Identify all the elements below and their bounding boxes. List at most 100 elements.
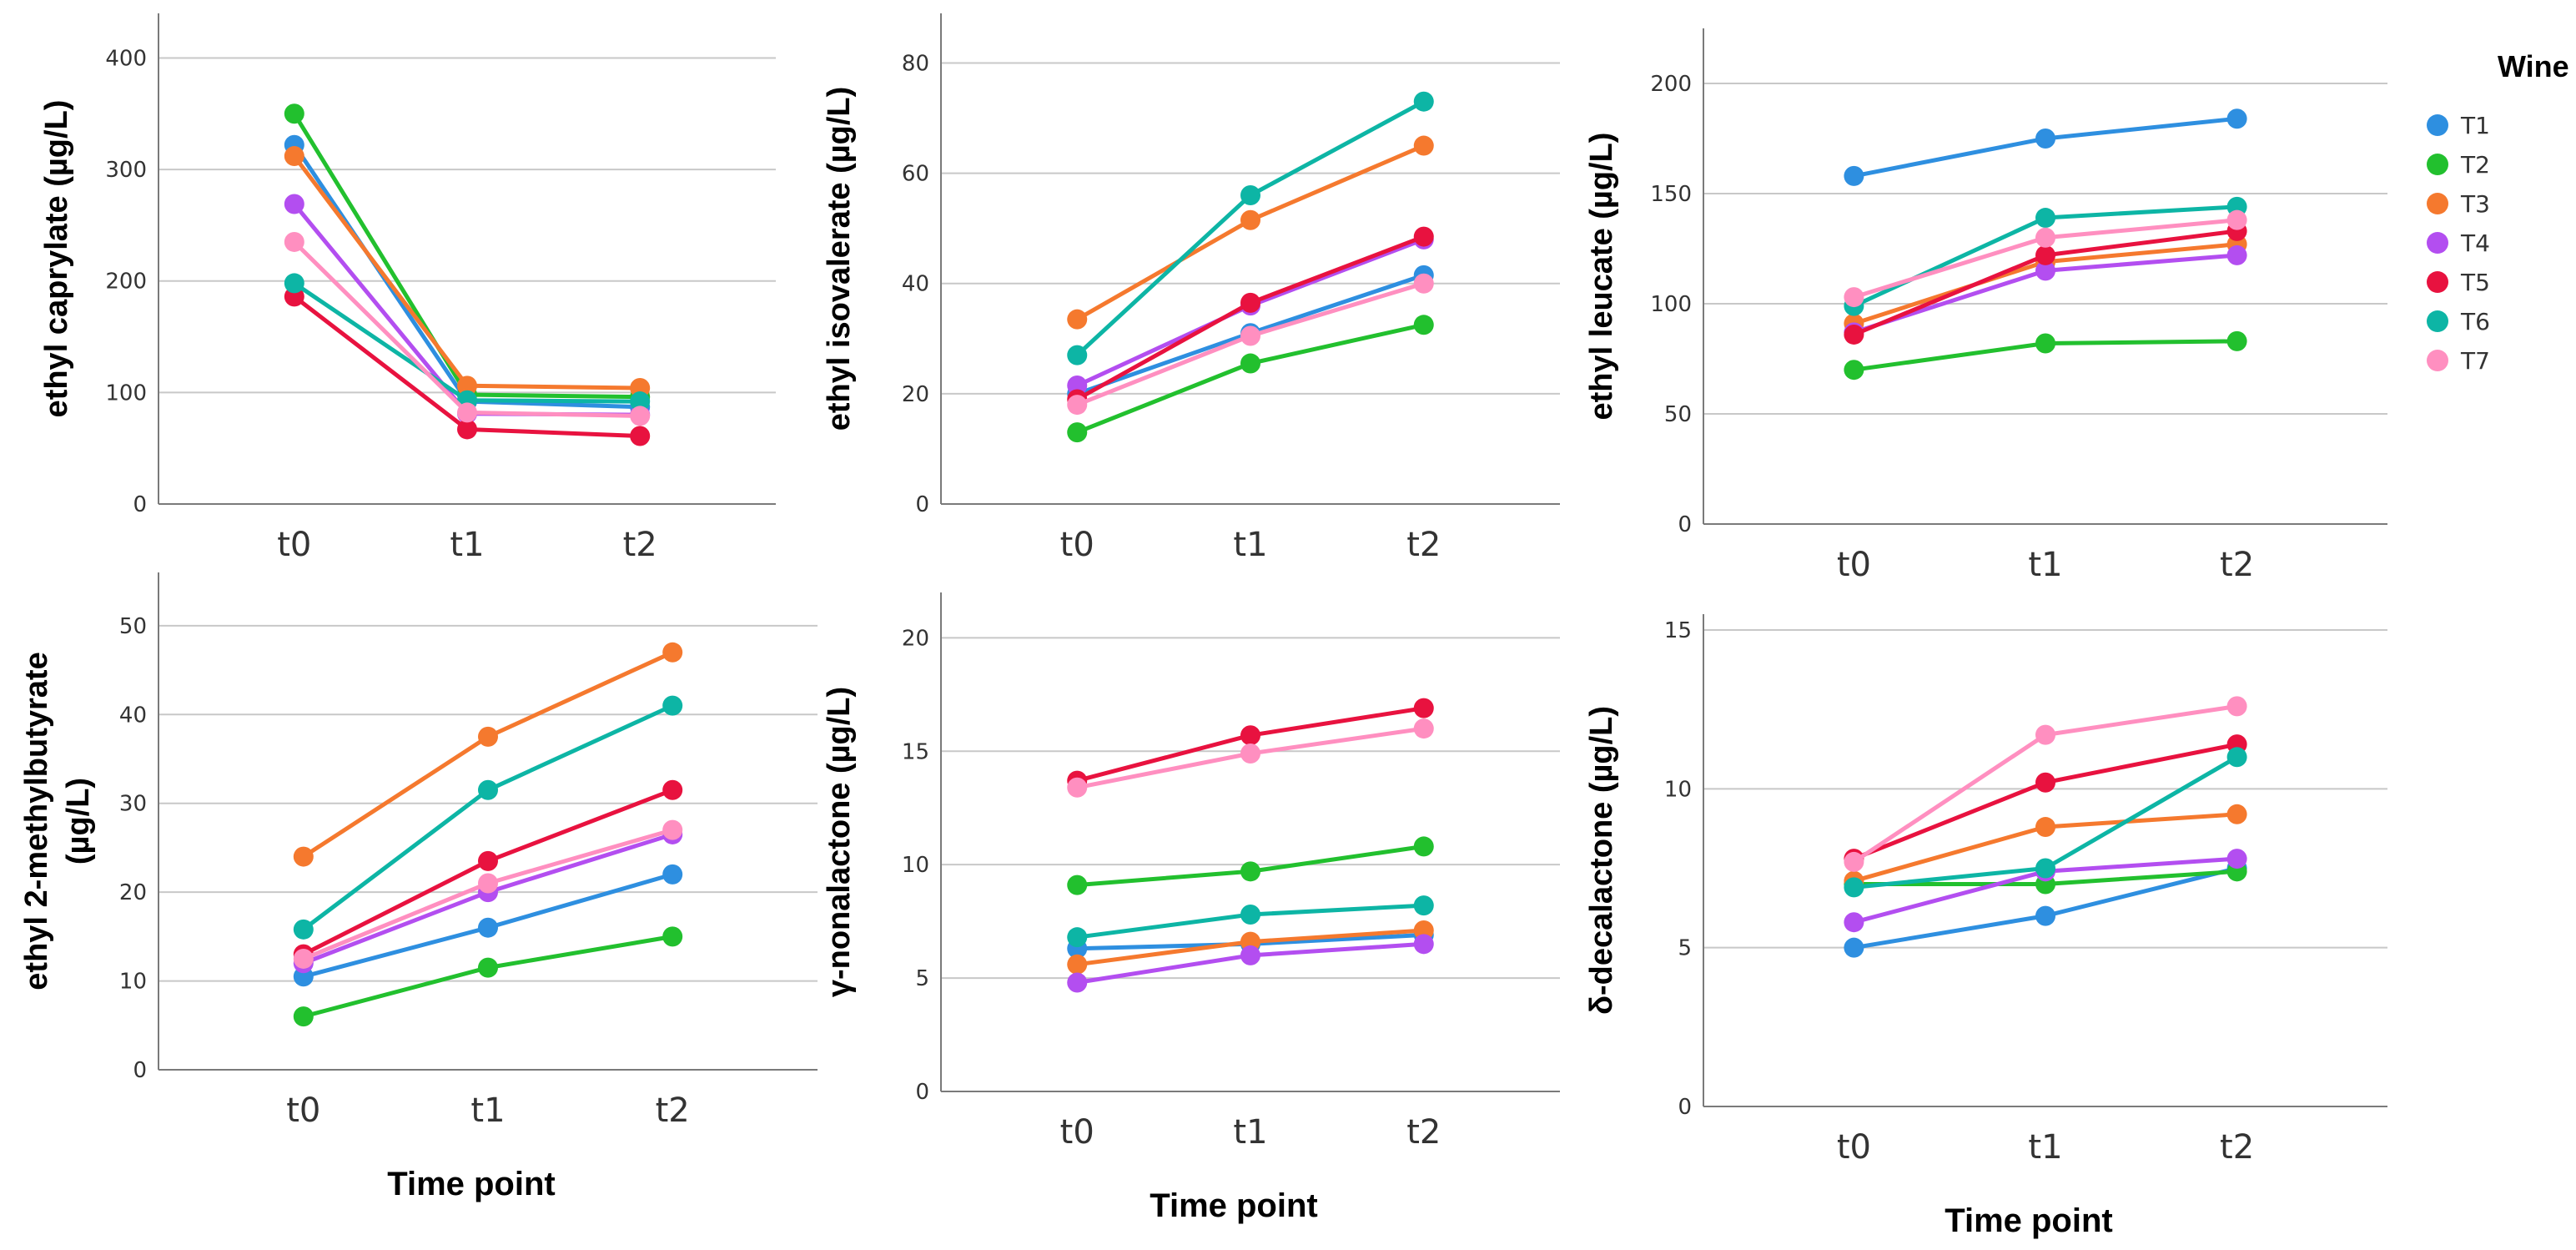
data-point-t5-t2 [662,779,683,800]
data-point-t7-t0 [293,948,314,969]
x-axis-label: Time point [1945,1202,2112,1239]
y-axis-label: ethyl 2-methylbutyrate (µg/L) [19,652,96,990]
data-point-t4-t2 [2226,849,2247,869]
data-point-t1-t2 [2226,108,2247,129]
data-point-t4-t0 [1067,972,1088,993]
data-point-t6-t0 [1844,877,1864,898]
y-tick-label: 200 [105,270,147,295]
data-point-t7-t2 [630,406,651,426]
data-point-t2-t2 [1413,836,1434,857]
legend-marker-t4 [2427,232,2448,254]
x-tick-label-t2: t2 [2220,546,2254,584]
data-point-t4-t0 [1067,375,1088,396]
data-point-t2-t2 [662,926,683,947]
legend-marker-t6 [2427,310,2448,332]
legend-marker-t3 [2427,193,2448,214]
data-point-t7-t1 [1240,743,1260,764]
y-tick-label: 20 [902,626,929,651]
data-point-t5-t0 [1844,324,1864,345]
legend-marker-t7 [2427,350,2448,371]
data-point-t6-t2 [1413,91,1434,112]
data-point-t4-t2 [2226,244,2247,265]
data-point-t1-t1 [478,917,498,938]
legend-marker-t1 [2427,114,2448,136]
x-tick-label-t0: t0 [286,1091,320,1130]
y-tick-label: 5 [915,966,929,991]
data-point-t6-t0 [284,273,304,294]
y-tick-label: 40 [902,272,929,297]
data-point-t4-t1 [2035,260,2055,281]
data-point-t5-t2 [630,426,651,446]
data-point-t3-t0 [293,846,314,867]
data-point-t2-t1 [1240,353,1260,374]
data-point-t7-t1 [2035,227,2055,248]
data-point-t7-t2 [662,819,683,840]
data-point-t1-t0 [1844,165,1864,186]
data-point-t3-t1 [1240,209,1260,230]
y-tick-label: 0 [133,492,147,517]
data-point-t6-t1 [2035,858,2055,879]
series-line-t5 [1853,742,2238,861]
legend-label-t4: T4 [2460,229,2490,257]
y-tick-label: 0 [915,492,929,517]
data-point-t6-t1 [2035,208,2055,229]
data-point-t5-t1 [478,850,498,871]
y-axis-label: γ-nonalactone (µg/L) [822,687,857,997]
x-tick-label-t1: t1 [1233,526,1267,564]
legend-label-t5: T5 [2460,269,2490,296]
chart-panel-3: 0 50 100 150 200 t0 t1 t2 ethyl leucate (µg/L) [1584,28,2387,584]
chart-panel-2: 0 20 40 60 80 t0 t1 t2 ethyl isovalerate (µg/L) [822,13,1560,564]
data-point-t7-t1 [1240,325,1260,346]
data-point-t1-t0 [1844,937,1864,958]
y-axis-label: δ-decalactone (µg/L) [1584,706,1619,1015]
x-tick-label-t1: t1 [1233,1113,1267,1152]
x-tick-label-t2: t2 [623,526,657,564]
y-tick-label: 50 [1664,402,1692,427]
data-point-t3-t2 [1413,135,1434,156]
data-point-t7-t1 [457,402,477,423]
data-point-t5-t2 [1413,698,1434,718]
data-point-t2-t2 [2226,330,2247,351]
legend-label-t2: T2 [2460,151,2490,179]
x-tick-label-t0: t0 [1837,546,1871,584]
y-tick-label: 0 [133,1058,147,1083]
data-point-t3-t0 [1067,309,1088,330]
x-tick-label-t2: t2 [1406,1113,1441,1152]
data-point-t3-t1 [478,726,498,747]
x-axis-label: Time point [1150,1187,1317,1224]
series-line-t1 [292,144,641,410]
legend-title: Wine [2498,49,2569,83]
data-point-t3-t0 [1067,954,1088,975]
chart-panel-1: 0 100 200 300 400 t0 t1 t2 ethyl caprylate (µg/L… [39,13,776,564]
y-tick-label: 0 [915,1080,929,1105]
legend-label-t6: T6 [2460,308,2490,335]
x-tick-label-t2: t2 [1406,526,1441,564]
x-axis-label: Time point [387,1166,555,1202]
chart-panel-4: 0 10 20 30 40 50 t0 t1 t2 ethyl 2-methylbutyrate(… [19,572,818,1202]
data-point-t7-t2 [1413,718,1434,739]
y-tick-label: 150 [1650,182,1692,207]
y-tick-label: 20 [119,880,147,905]
data-point-t2-t1 [1240,861,1260,882]
x-tick-label-t0: t0 [1837,1128,1871,1167]
y-tick-label: 10 [1664,777,1692,802]
data-point-t6-t1 [1240,904,1260,925]
x-tick-label-t1: t1 [450,526,484,564]
data-point-t1-t1 [2035,905,2055,926]
legend: Wine T1 T2 T3 T4 T5 T6 T7 [2427,49,2569,375]
data-point-t2-t1 [2035,333,2055,354]
y-axis-label: ethyl caprylate (µg/L) [39,100,74,418]
legend-label-t7: T7 [2460,347,2490,375]
y-tick-label: 30 [119,792,147,817]
y-axis-label: ethyl isovalerate (µg/L) [822,87,857,431]
chart-panel-5: 0 5 10 15 20 t0 t1 t2 γ-nonalactone (µg/L) Time p… [822,592,1560,1224]
data-point-t2-t0 [1067,422,1088,443]
y-tick-label: 15 [1664,618,1692,643]
data-point-t6-t2 [2226,747,2247,768]
data-point-t4-t0 [1844,912,1864,933]
data-point-t5-t1 [457,419,477,440]
y-tick-label: 15 [902,739,929,764]
legend-label-t3: T3 [2460,190,2490,218]
data-point-t7-t0 [1067,777,1088,798]
data-point-t7-t2 [2226,209,2247,230]
